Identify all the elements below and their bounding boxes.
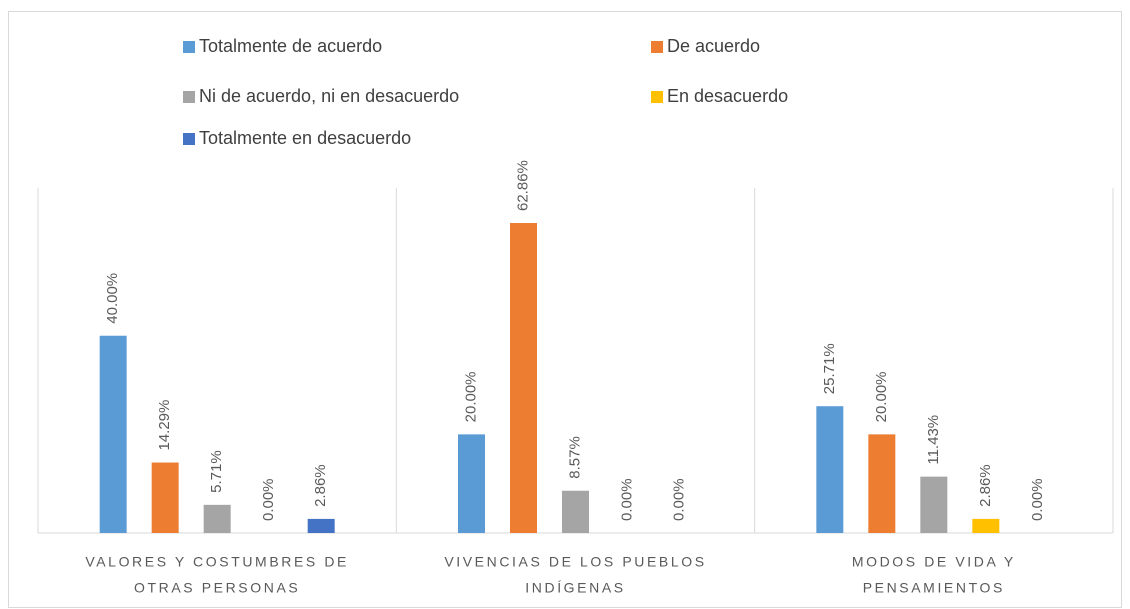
legend-swatch: [183, 133, 195, 145]
data-label: 62.86%: [514, 160, 531, 211]
legend-swatch: [183, 91, 195, 103]
data-label: 0.00%: [618, 478, 635, 521]
data-label: 5.71%: [208, 450, 225, 493]
x-tick-label: VIVENCIAS DE LOS PUEBLOS: [444, 554, 706, 570]
legend-swatch: [651, 91, 663, 103]
legend-label: De acuerdo: [667, 36, 760, 56]
bar: [562, 490, 589, 533]
legend-label: Totalmente de acuerdo: [199, 36, 382, 56]
data-label: 0.00%: [670, 478, 687, 521]
bar: [510, 223, 537, 533]
bar: [203, 504, 231, 533]
x-tick-label: MODOS DE VIDA Y: [852, 554, 1016, 570]
data-label: 14.29%: [156, 400, 173, 451]
legend-label: Totalmente en desacuerdo: [199, 128, 411, 148]
bar: [151, 462, 179, 533]
x-tick-label: VALORES Y COSTUMBRES DE: [85, 554, 349, 570]
legend-label: Ni de acuerdo, ni en desacuerdo: [199, 86, 459, 106]
data-label: 0.00%: [1029, 478, 1046, 521]
bar: [458, 434, 485, 533]
bar: [99, 335, 127, 533]
data-label: 20.00%: [873, 371, 890, 422]
bar: [920, 476, 948, 533]
data-label: 2.86%: [977, 464, 994, 507]
data-label: 8.57%: [566, 436, 583, 479]
legend-label: En desacuerdo: [667, 86, 788, 106]
data-label: 40.00%: [104, 273, 121, 324]
data-label: 20.00%: [462, 371, 479, 422]
bar: [307, 518, 335, 533]
data-label: 0.00%: [260, 478, 277, 521]
x-tick-label: OTRAS PERSONAS: [134, 580, 300, 596]
x-tick-label: PENSAMIENTOS: [863, 580, 1005, 596]
data-label: 25.71%: [821, 343, 838, 394]
bar: [868, 434, 896, 533]
data-label: 11.43%: [925, 415, 942, 465]
bar: [972, 518, 1000, 533]
legend-swatch: [183, 41, 195, 53]
data-label: 2.86%: [312, 464, 329, 507]
legend-swatch: [651, 41, 663, 53]
bar: [816, 406, 844, 533]
x-tick-label: INDÍGENAS: [525, 580, 625, 596]
